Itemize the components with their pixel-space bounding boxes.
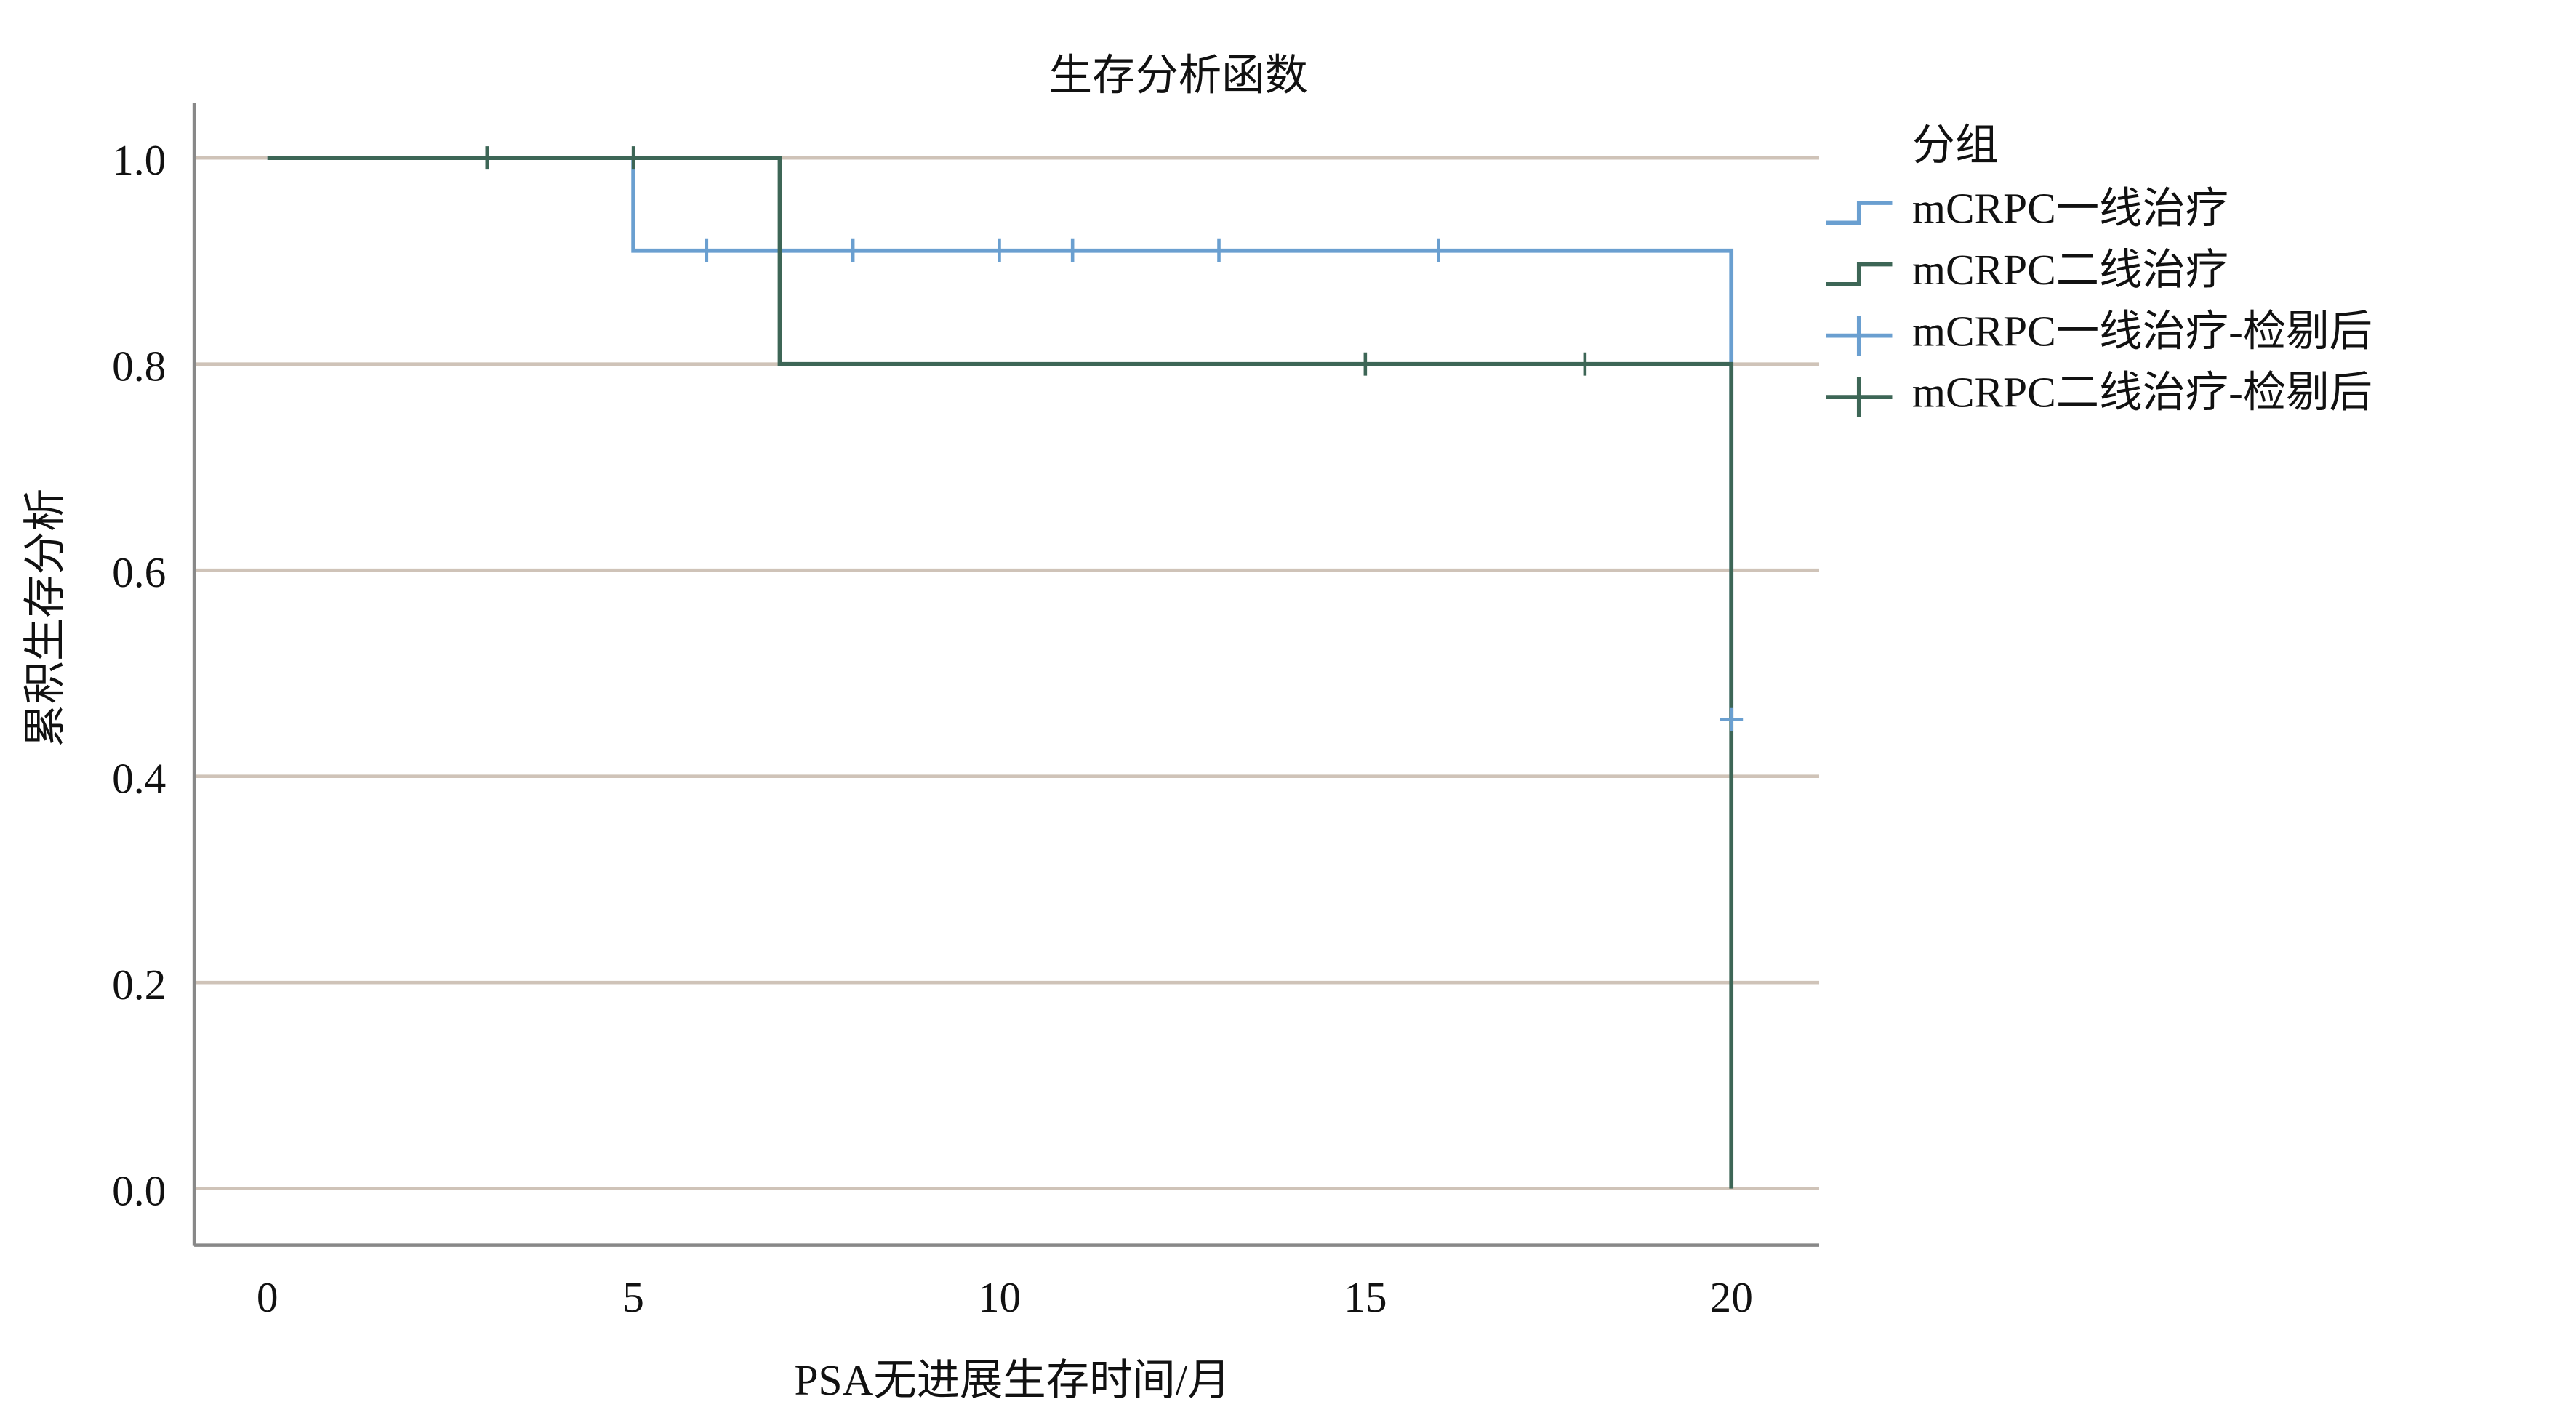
censor-mark (475, 146, 499, 170)
censor-mark (1353, 352, 1377, 376)
x-tick-label: 15 (1344, 1273, 1387, 1321)
censor-mark (694, 238, 718, 262)
legend-swatch (1826, 377, 1893, 417)
legend-swatch (1826, 262, 1893, 286)
y-tick-label: 1.0 (112, 136, 166, 184)
x-tick-label: 5 (622, 1273, 644, 1321)
chart-title: 生存分析函数 (1049, 52, 1308, 100)
censor-mark (841, 238, 865, 262)
survival-line (267, 156, 1734, 1189)
y-axis-label: 累积生存分析 (21, 489, 69, 747)
legend-label: mCRPC二线治疗 (1912, 246, 2228, 294)
y-tick-label: 0.8 (112, 342, 166, 390)
legend-swatch (1826, 201, 1893, 225)
x-tick-label: 10 (978, 1273, 1021, 1321)
censor-mark (1207, 238, 1231, 262)
censor-mark (1061, 238, 1085, 262)
x-axis-label: PSA无进展生存时间/月 (794, 1356, 1230, 1404)
censor-mark (1573, 352, 1597, 376)
legend-label: mCRPC一线治疗 (1912, 184, 2228, 232)
x-tick-label: 0 (257, 1273, 278, 1321)
x-tick-label: 20 (1710, 1273, 1753, 1321)
legend-label: mCRPC二线治疗-检剔后 (1912, 369, 2372, 417)
y-tick-label: 0.6 (112, 548, 166, 596)
censor-mark (1720, 708, 1744, 731)
legend-swatch (1826, 316, 1893, 356)
censor-mark (987, 238, 1011, 262)
y-tick-label: 0.4 (112, 754, 166, 802)
y-tick-label: 0.2 (112, 961, 166, 1009)
legend-title: 分组 (1912, 121, 1999, 169)
y-tick-label: 0.0 (112, 1166, 166, 1214)
censor-mark (622, 146, 646, 170)
censor-mark (1427, 238, 1450, 262)
legend-label: mCRPC一线治疗-检剔后 (1912, 307, 2372, 355)
